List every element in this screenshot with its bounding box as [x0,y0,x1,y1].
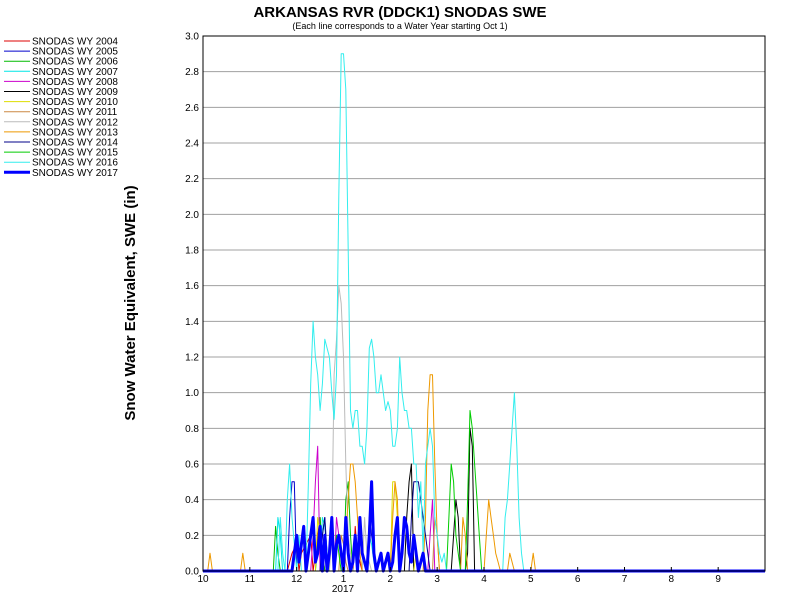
chart-title: ARKANSAS RVR (DDCK1) SNODAS SWE [253,4,546,21]
y-tick-label: 1.0 [185,388,199,399]
y-tick-label: 2.6 [185,103,199,114]
legend-item: SNODAS WY 2009 [32,87,118,98]
chart-subtitle: (Each line corresponds to a Water Year s… [292,21,507,31]
legend-item: SNODAS WY 2008 [32,77,118,88]
plot-frame [202,35,766,572]
legend-item: SNODAS WY 2012 [32,117,118,128]
x-tick-label: 1 [341,574,347,585]
y-tick-label: 2.8 [185,67,199,78]
x-tick-label: 10 [197,574,209,585]
y-tick-label: 1.4 [185,317,199,328]
y-axis-ticks: 0.0 0.2 0.4 0.6 0.8 1.0 1.2 1.4 1.6 1.8 2.0 2.2 2.4 2… [185,32,199,578]
y-axis-label: Snow Water Equivalent, SWE (in) [122,185,139,420]
legend-item: SNODAS WY 2016 [32,158,118,169]
x-tick-label: 2 [388,574,394,585]
x-tick-label: 6 [575,574,581,585]
series-line-snodas-wy-2015 [203,410,765,572]
series-line-snodas-wy-2014 [203,481,765,572]
y-tick-label: 1.2 [185,353,199,364]
legend-item: SNODAS WY 2005 [32,47,118,58]
x-tick-label: 7 [622,574,628,585]
legend-item: SNODAS WY 2007 [32,67,118,78]
legend-item: SNODAS WY 2013 [32,127,118,138]
x-tick-label: 8 [669,574,675,585]
series-line-snodas-wy-2016 [203,53,765,572]
series-lines [203,53,765,573]
x-axis-ticks: 10 11 12 1 2 3 4 5 6 7 8 9 [197,567,721,585]
series-line-snodas-wy-2013 [203,374,765,572]
y-tick-label: 0.4 [185,495,199,506]
x-year-label: 2017 [332,584,355,595]
x-tick-label: 11 [245,574,256,585]
y-tick-label: 0.8 [185,424,199,435]
grid-lines [203,71,765,536]
y-tick-label: 3.0 [185,32,199,43]
x-tick-label: 3 [434,574,440,585]
y-tick-label: 1.8 [185,246,199,257]
series-line-snodas-wy-2017 [203,480,765,573]
y-tick-label: 2.2 [185,174,199,185]
legend-item: SNODAS WY 2004 [32,37,118,48]
y-tick-label: 1.6 [185,281,199,292]
series-line-snodas-wy-2008 [203,445,765,572]
legend-item: SNODAS WY 2010 [32,97,118,108]
legend-item: SNODAS WY 2006 [32,57,118,68]
y-tick-label: 2.4 [185,139,199,150]
y-tick-label: 0.2 [185,531,199,542]
y-tick-label: 0.6 [185,460,199,471]
legend-item: SNODAS WY 2014 [32,138,118,149]
series-line-snodas-wy-2009 [203,427,765,572]
legend-item: SNODAS WY 2011 [32,107,118,118]
y-tick-label: 0.0 [185,567,199,578]
x-tick-label: 4 [481,574,487,585]
legend-item: SNODAS WY 2017 [32,168,118,179]
x-tick-label: 12 [291,574,303,585]
x-tick-label: 5 [528,574,534,585]
x-tick-label: 9 [715,574,721,585]
series-line-snodas-wy-2012 [203,285,765,572]
y-tick-label: 2.0 [185,210,199,221]
legend-item: SNODAS WY 2015 [32,148,118,159]
